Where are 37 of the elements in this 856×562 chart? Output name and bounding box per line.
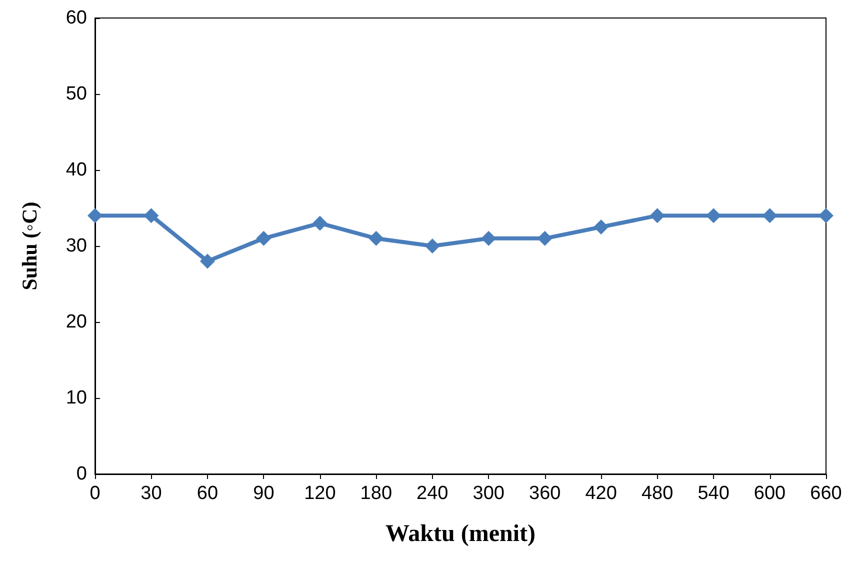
point (256, 230, 272, 246)
y-tick-label: 10 (66, 388, 87, 408)
x-tick-label: 480 (641, 483, 674, 504)
point (650, 208, 665, 224)
point (594, 220, 609, 234)
x-tick-label: 240 (416, 483, 448, 504)
x-tick-label: 420 (585, 483, 617, 504)
x-tick-label: 90 (253, 483, 274, 504)
point (706, 208, 722, 224)
x-tick-label: 600 (754, 483, 786, 504)
point (200, 254, 215, 269)
x-tick-label: 540 (698, 483, 730, 504)
y-tick-label: 60 (66, 8, 87, 28)
point (424, 238, 440, 254)
point (481, 230, 496, 246)
x-tick-label: 180 (360, 483, 392, 504)
point (88, 208, 102, 224)
y-axis-title: Suhu (◦C) (18, 202, 42, 290)
x-tick-label: 120 (304, 483, 336, 504)
x-tick-label: 30 (140, 483, 162, 504)
x-axis-title: Waktu (menit) (386, 521, 536, 547)
point (312, 216, 328, 231)
y-tick-label: 20 (66, 312, 87, 332)
point (537, 230, 552, 246)
x-tick-label: 300 (472, 483, 504, 504)
x-tick-label: 360 (528, 483, 561, 504)
x-tick-label: 0 (90, 483, 100, 504)
y-tick-label: 0 (76, 464, 87, 484)
y-tick-label: 30 (66, 236, 87, 256)
x-tick-label: 60 (196, 483, 218, 504)
x-tick-label: 660 (810, 483, 842, 504)
y-tick-label: 50 (66, 84, 87, 104)
point (762, 208, 778, 224)
y-tick-label: 40 (66, 160, 87, 180)
point (368, 230, 384, 246)
point (818, 208, 834, 224)
point (144, 208, 159, 224)
